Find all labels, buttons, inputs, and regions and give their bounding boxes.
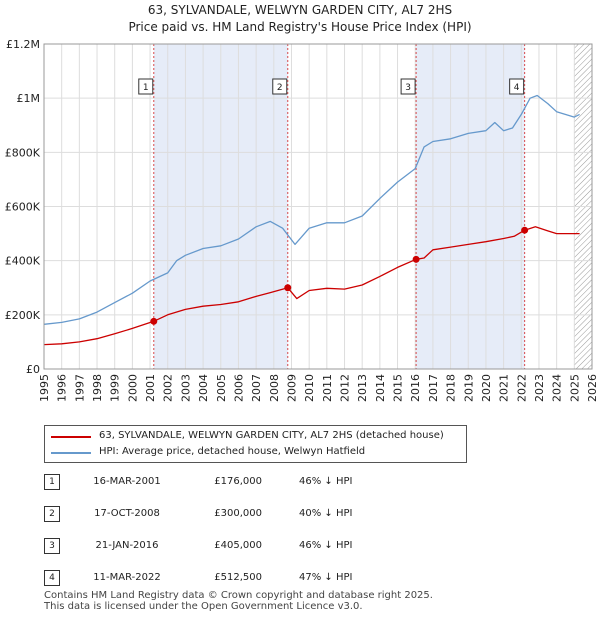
x-tick-label: 1996: [56, 374, 69, 402]
transaction-hpi: 46% ↓ HPI: [299, 540, 353, 551]
sale-label-box: [509, 78, 525, 95]
sale-label: 1: [143, 83, 149, 93]
x-tick-label: 2023: [533, 374, 546, 402]
sale-point: [521, 226, 529, 234]
transaction-date: 17-OCT-2008: [94, 508, 160, 519]
transaction-number: 3: [44, 538, 60, 554]
transaction-number: 4: [44, 570, 60, 586]
x-tick-label: 2003: [179, 374, 192, 402]
transaction-date: 16-MAR-2001: [93, 476, 161, 487]
y-tick-label: £400K: [5, 255, 41, 268]
x-tick-label: 2002: [162, 374, 175, 402]
transaction-hpi: 47% ↓ HPI: [299, 572, 353, 583]
chart-subtitle: Price paid vs. HM Land Registry's House …: [128, 20, 472, 34]
table-row: 4 11-MAR-2022 £512,500 47% ↓ HPI: [44, 568, 444, 588]
table-row: 2 17-OCT-2008 £300,000 40% ↓ HPI: [44, 504, 444, 524]
transaction-price: £300,000: [214, 508, 262, 519]
x-tick-label: 2022: [515, 374, 528, 402]
transaction-number: 2: [44, 506, 60, 522]
y-tick-label: £1M: [17, 92, 41, 105]
x-tick-label: 2007: [250, 374, 263, 402]
legend-swatch-hpi: [51, 452, 91, 454]
x-tick-label: 2000: [126, 374, 139, 402]
chart-title: 63, SYLVANDALE, WELWYN GARDEN CITY, AL7 …: [147, 3, 453, 17]
x-tick-label: 1998: [91, 374, 104, 402]
x-tick-label: 2004: [197, 374, 210, 402]
plot-frame: [43, 43, 593, 370]
y-tick-label: £0: [26, 363, 40, 376]
x-tick-label: 2024: [551, 374, 564, 402]
legend-swatch-price: [51, 436, 91, 438]
transaction-price: £512,500: [214, 572, 262, 583]
sale-label: 3: [405, 83, 411, 93]
x-tick-label: 2011: [321, 374, 334, 402]
sale-label-box: [138, 78, 154, 95]
sale-label: 2: [277, 83, 283, 93]
x-tick-label: 2026: [586, 374, 599, 402]
x-tick-label: 1999: [109, 374, 122, 402]
x-tick-label: 2012: [339, 374, 352, 402]
sale-label-box: [272, 78, 288, 95]
sale-label: 4: [514, 83, 520, 93]
table-row: 1 16-MAR-2001 £176,000 46% ↓ HPI: [44, 472, 444, 492]
x-tick-label: 2006: [232, 374, 245, 402]
series-line-hpi: [43, 94, 580, 325]
y-tick-label: £200K: [5, 309, 41, 322]
footer: Contains HM Land Registry data © Crown c…: [44, 590, 433, 612]
x-tick-label: 2010: [303, 374, 316, 402]
y-tick-label: £1.2M: [6, 38, 40, 51]
footer-licence: This data is licensed under the Open Gov…: [44, 601, 363, 612]
sale-point: [150, 317, 158, 325]
x-tick-label: 2020: [480, 374, 493, 402]
sale-point: [412, 255, 420, 263]
sale-point: [284, 284, 292, 292]
transaction-hpi: 46% ↓ HPI: [299, 476, 353, 487]
x-tick-label: 2009: [285, 374, 298, 402]
series-line-price: [43, 226, 580, 346]
transaction-hpi: 40% ↓ HPI: [299, 508, 353, 519]
x-tick-label: 2018: [445, 374, 458, 402]
legend-label-price: 63, SYLVANDALE, WELWYN GARDEN CITY, AL7 …: [99, 430, 444, 441]
price-chart: 1 2 3 4 £0 £200K £400K £600K £800K £1M £1.2M 1995 1…: [5, 38, 599, 402]
x-tick-label: 2001: [144, 374, 157, 402]
x-tick-label: 2016: [409, 374, 422, 402]
x-tick-label: 2014: [374, 374, 387, 402]
y-tick-label: £800K: [5, 146, 41, 159]
legend-label-hpi: HPI: Average price, detached house, Welw…: [99, 446, 366, 457]
transaction-price: £405,000: [214, 540, 262, 551]
x-tick-label: 1997: [73, 374, 86, 402]
x-tick-label: 2021: [498, 374, 511, 402]
x-tick-label: 2015: [392, 374, 405, 402]
y-tick-label: £600K: [5, 201, 41, 214]
transaction-date: 11-MAR-2022: [93, 572, 161, 583]
x-tick-label: 1995: [38, 374, 51, 402]
x-tick-label: 2019: [462, 374, 475, 402]
x-tick-label: 2013: [356, 374, 369, 402]
chart-legend: 63, SYLVANDALE, WELWYN GARDEN CITY, AL7 …: [44, 425, 467, 463]
table-row: 3 21-JAN-2016 £405,000 46% ↓ HPI: [44, 536, 444, 556]
x-tick-label: 2025: [568, 374, 581, 402]
transaction-price: £176,000: [214, 476, 262, 487]
x-tick-label: 2005: [215, 374, 228, 402]
x-tick-label: 2008: [268, 374, 281, 402]
sale-label-box: [400, 78, 416, 95]
x-tick-label: 2017: [427, 374, 440, 402]
transaction-date: 21-JAN-2016: [95, 540, 159, 551]
footer-copyright: Contains HM Land Registry data © Crown c…: [44, 590, 433, 601]
transaction-number: 1: [44, 474, 60, 490]
